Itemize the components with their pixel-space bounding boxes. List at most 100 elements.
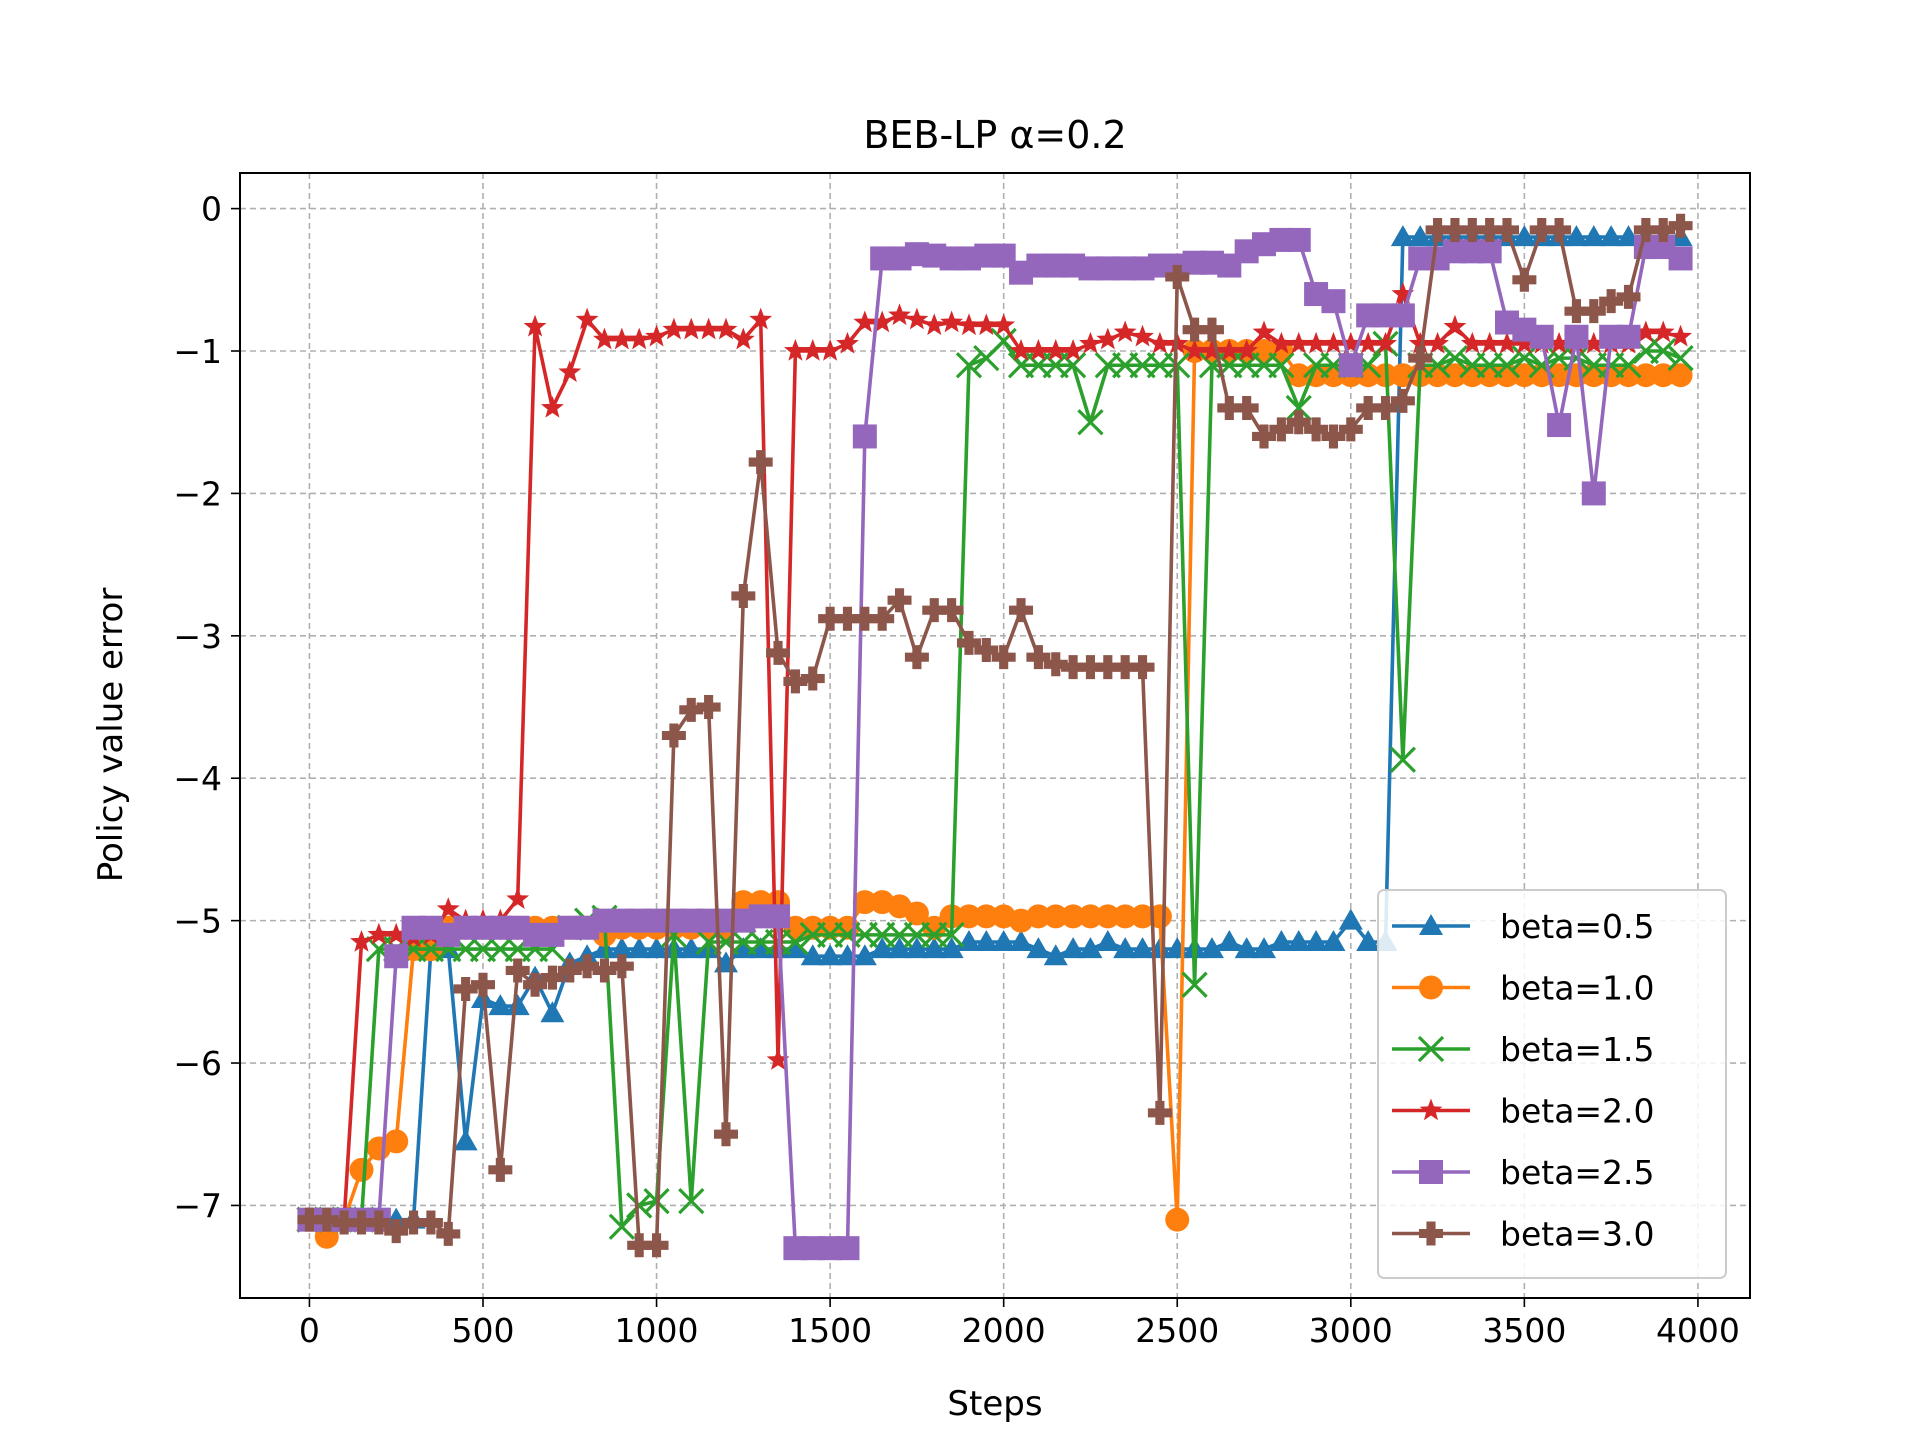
data-point [1511, 344, 1538, 372]
data-point [887, 588, 912, 613]
data-point [1563, 344, 1590, 372]
data-point [1113, 904, 1138, 929]
data-point [766, 1048, 790, 1070]
data-point [748, 450, 773, 475]
data-point [696, 695, 721, 720]
data-point [1582, 331, 1606, 354]
data-point [1564, 299, 1589, 324]
data-point [332, 1210, 357, 1235]
data-point [541, 395, 564, 418]
y-tick-label: 0 [201, 190, 222, 229]
data-point [1547, 413, 1572, 438]
data-point [836, 331, 859, 354]
data-point [679, 697, 704, 722]
data-point [1095, 655, 1120, 680]
data-point [1148, 331, 1172, 354]
data-point [1390, 363, 1415, 388]
data-point [627, 1233, 652, 1258]
data-point [523, 314, 547, 337]
data-point [1599, 225, 1624, 247]
data-point [1650, 337, 1677, 365]
data-point [1339, 331, 1363, 354]
data-point [1113, 320, 1137, 343]
data-point [1547, 217, 1572, 242]
data-point [1026, 904, 1051, 929]
data-point [697, 317, 721, 340]
data-point [384, 922, 408, 945]
data-point [488, 994, 513, 1016]
chart-title: BEB-LP α=0.2 [863, 113, 1126, 157]
data-point [367, 922, 391, 945]
legend: beta=0.5 beta=1.0 beta=1.5 beta=2.0 beta=2.5… [1377, 889, 1727, 1279]
data-point [1043, 904, 1068, 929]
data-point [575, 954, 600, 979]
data-point [852, 890, 877, 915]
data-point [731, 583, 756, 608]
data-point [1217, 929, 1242, 951]
data-point [1529, 217, 1554, 242]
data-point [627, 937, 652, 959]
data-point [662, 317, 686, 340]
data-point [644, 937, 669, 959]
data-point [349, 1157, 374, 1182]
data-point [1165, 1207, 1190, 1232]
legend-label: beta=2.5 [1500, 1153, 1655, 1192]
data-point [1460, 217, 1485, 242]
data-point [608, 1213, 635, 1240]
data-point [1616, 284, 1641, 309]
data-point [1668, 246, 1693, 271]
data-point [800, 666, 825, 691]
data-point [991, 645, 1016, 670]
data-point [1581, 225, 1606, 247]
data-point [1321, 424, 1346, 449]
legend-swatch-marker [1419, 1098, 1443, 1121]
data-point [1286, 227, 1311, 252]
data-point [1217, 339, 1241, 361]
data-point [540, 965, 565, 990]
data-point [1061, 937, 1086, 959]
data-point [835, 1236, 860, 1261]
data-point [1061, 904, 1086, 929]
data-point [1373, 395, 1398, 420]
data-point [626, 1192, 653, 1219]
data-point [1441, 344, 1469, 372]
data-point [1026, 645, 1051, 670]
data-point [384, 944, 409, 969]
legend-swatch-marker [1417, 1035, 1445, 1063]
data-point [1199, 317, 1224, 342]
data-point [800, 944, 825, 966]
data-point [645, 324, 668, 347]
data-point [1321, 929, 1346, 951]
data-point [818, 339, 842, 361]
data-point [1426, 331, 1449, 354]
data-point [992, 313, 1016, 336]
data-point [1234, 937, 1259, 959]
data-point [939, 598, 964, 623]
data-point [1599, 289, 1624, 314]
data-point [852, 944, 877, 966]
data-point [922, 937, 947, 959]
data-point [1322, 331, 1345, 354]
data-point [1165, 264, 1190, 289]
data-point [1581, 299, 1606, 324]
data-point [1390, 303, 1415, 328]
data-point [1286, 410, 1311, 435]
data-point [540, 1001, 565, 1023]
x-tick-label: 1000 [615, 1311, 699, 1350]
data-point [1200, 339, 1224, 361]
data-point [835, 606, 860, 631]
data-point [350, 929, 373, 952]
data-point [1026, 339, 1050, 361]
data-point [1443, 314, 1467, 337]
data-point [1512, 267, 1537, 292]
data-point [1408, 331, 1432, 354]
data-point [1199, 937, 1224, 959]
data-point [818, 606, 843, 631]
data-point [1252, 320, 1276, 343]
data-point [1009, 598, 1034, 623]
data-point [1495, 331, 1519, 354]
data-point [470, 972, 495, 997]
data-point [349, 1210, 374, 1235]
data-point [1061, 655, 1086, 680]
data-point [488, 1157, 513, 1182]
